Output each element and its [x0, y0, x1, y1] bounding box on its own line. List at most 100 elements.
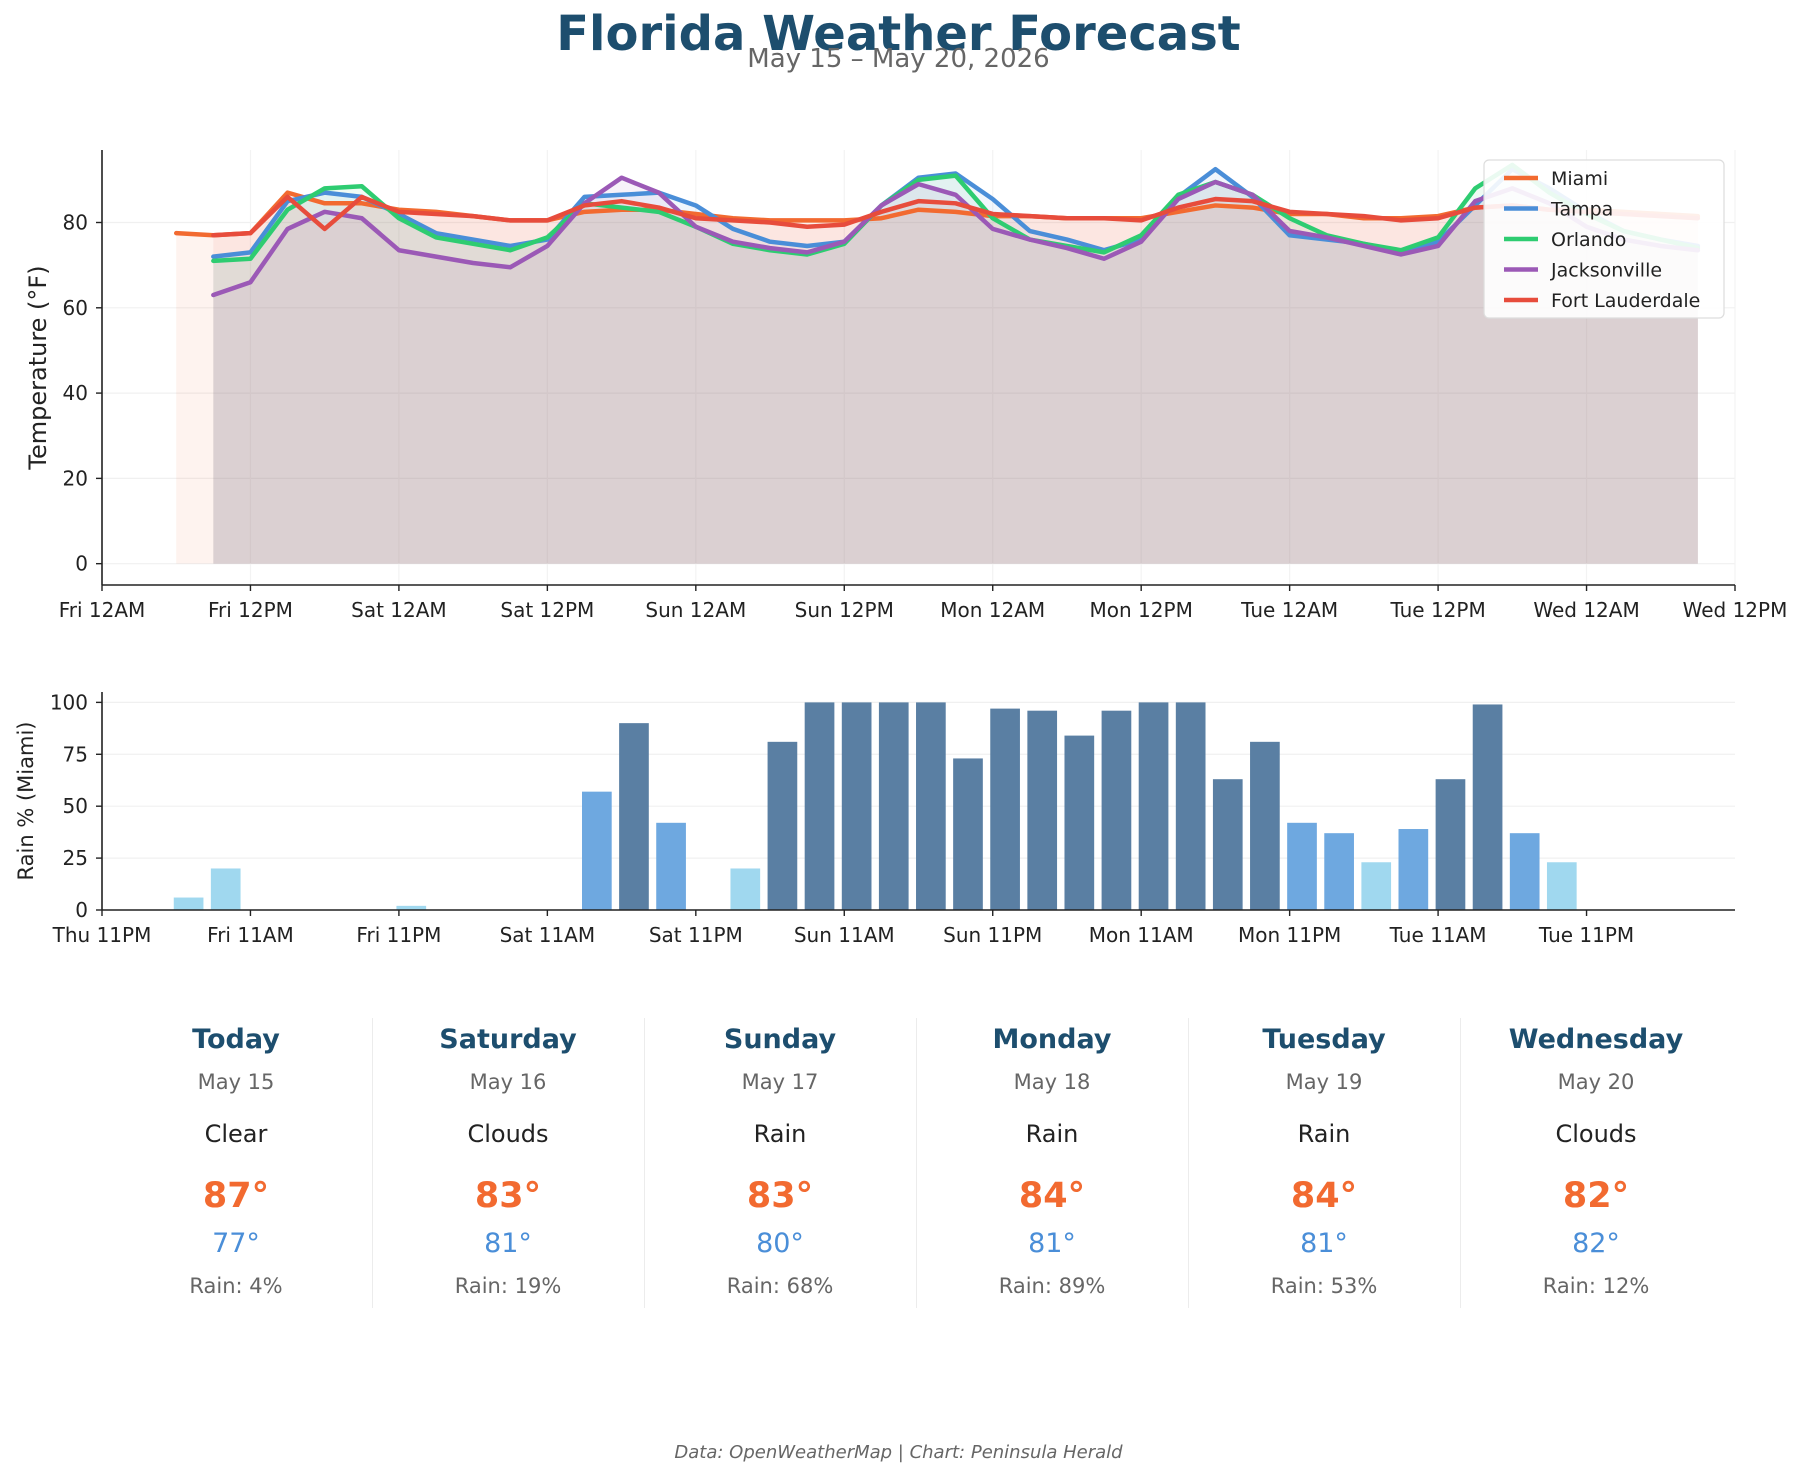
x-tick-label: Wed 12AM	[1533, 598, 1639, 622]
x-tick-label: Wed 12PM	[1683, 598, 1788, 622]
rain-bar	[1027, 710, 1058, 910]
rain-bar	[656, 822, 686, 910]
rain-bar	[990, 708, 1020, 910]
day-high-temp: 84°	[1290, 1176, 1358, 1216]
legend: Miami Tampa Orlando Jacksonville Fort Lauder…	[1483, 159, 1725, 319]
x-tick-label: Tue 11PM	[1538, 923, 1634, 947]
day-name: Sunday	[723, 1024, 837, 1055]
forecast-card-saturday: Saturday May 16 Clouds 83° 81° Rain: 19%	[372, 1018, 644, 1308]
legend-label: Jacksonville	[1550, 260, 1662, 282]
series-area-miami	[176, 192, 1698, 564]
x-tick-label: Fri 12PM	[208, 598, 293, 622]
forecast-card-monday: Monday May 18 Rain 84° 81° Rain: 89%	[916, 1018, 1188, 1308]
rain-bar	[210, 868, 241, 910]
x-tick-label: Mon 11PM	[1238, 923, 1341, 947]
rain-bar	[1212, 779, 1243, 910]
day-rain-chance: Rain: 19%	[454, 1274, 562, 1298]
x-tick-label: Sat 12AM	[351, 598, 447, 622]
day-name: Monday	[992, 1024, 1112, 1055]
rain-bar	[582, 791, 612, 910]
legend-box	[1483, 159, 1725, 319]
x-tick-label: Sun 12AM	[645, 598, 746, 622]
day-name: Saturday	[439, 1024, 577, 1055]
chart-title: Florida Weather Forecast	[556, 6, 1241, 62]
rain-bar	[1101, 710, 1132, 910]
card-divider	[1188, 1018, 1189, 1308]
day-low-temp: 80°	[756, 1228, 804, 1259]
rain-bar	[1472, 704, 1503, 910]
day-condition: Rain	[753, 1120, 807, 1148]
day-condition: Clouds	[1555, 1120, 1637, 1148]
rain-bar	[916, 702, 946, 910]
day-high-temp: 84°	[1018, 1176, 1086, 1216]
legend-label: Orlando	[1551, 229, 1626, 251]
y-tick-label: 50	[63, 794, 88, 818]
series-line-orlando	[211, 162, 1701, 264]
day-date: May 18	[1013, 1070, 1091, 1094]
day-high-temp: 87°	[202, 1176, 270, 1216]
x-tick-label: Fri 11PM	[356, 923, 441, 947]
day-low-temp: 77°	[212, 1228, 260, 1259]
x-tick-label: Sun 11AM	[794, 923, 895, 947]
x-tick-label: Tue 11AM	[1389, 923, 1487, 947]
rain-bar	[878, 702, 909, 910]
day-rain-chance: Rain: 53%	[1270, 1274, 1378, 1298]
day-name: Tuesday	[1262, 1024, 1386, 1055]
x-tick-label: Mon 11AM	[1089, 923, 1194, 947]
day-low-temp: 81°	[1300, 1228, 1348, 1259]
rain-bar-chart: 0 25 50 75 100 Thu 11PM Fri 11AM Fri 11PM Sat 11…	[14, 690, 1735, 947]
x-tick-label: Tue 12AM	[1240, 598, 1338, 622]
x-tick-label: Tue 12PM	[1389, 598, 1485, 622]
series-line-jacksonville	[211, 175, 1701, 298]
day-name: Wednesday	[1508, 1024, 1684, 1055]
y-tick-label: 0	[75, 552, 88, 576]
chart-subtitle: May 15 – May 20, 2026	[747, 44, 1050, 74]
temperature-line-chart: 0 20 40 60 80 Fri 12AM Fri 12PM Sat 12AM Sat 12P…	[24, 150, 1788, 622]
rain-bar	[767, 741, 798, 910]
rain-bar	[1064, 735, 1095, 910]
y-tick-label: 80	[63, 211, 88, 235]
rain-bar	[1324, 833, 1354, 910]
day-low-temp: 82°	[1572, 1228, 1620, 1259]
rain-bar	[804, 702, 835, 910]
forecast-card-sunday: Sunday May 17 Rain 83° 80° Rain: 68%	[644, 1018, 916, 1308]
y-tick-label: 25	[63, 846, 88, 870]
x-tick-label: Sat 12PM	[500, 598, 594, 622]
x-tick-label: Thu 11PM	[52, 923, 152, 947]
day-low-temp: 81°	[484, 1228, 532, 1259]
x-tick-label: Sun 11PM	[943, 923, 1042, 947]
y-tick-label: 40	[63, 381, 88, 405]
day-date: May 17	[741, 1070, 819, 1094]
y-tick-label: 0	[75, 898, 88, 922]
day-date: May 16	[469, 1070, 547, 1094]
legend-label: Tampa	[1550, 199, 1613, 221]
x-tick-label: Sat 11AM	[500, 923, 596, 947]
x-tick-label: Mon 12PM	[1090, 598, 1193, 622]
day-rain-chance: Rain: 4%	[189, 1274, 283, 1298]
forecast-card-tuesday: Tuesday May 19 Rain 84° 81° Rain: 53%	[1188, 1018, 1460, 1308]
rain-bar	[1398, 829, 1429, 910]
day-high-temp: 83°	[746, 1176, 814, 1216]
day-name: Today	[192, 1024, 280, 1055]
y-tick-label: 60	[63, 296, 88, 320]
rain-bar	[1361, 862, 1392, 910]
rain-bar	[1509, 833, 1540, 910]
day-high-temp: 83°	[474, 1176, 542, 1216]
rain-bar	[1250, 741, 1280, 910]
rain-bar	[1546, 862, 1577, 910]
y-tick-label: 20	[63, 466, 88, 490]
card-divider	[916, 1018, 917, 1308]
x-tick-label: Sun 12PM	[795, 598, 894, 622]
day-high-temp: 82°	[1562, 1176, 1630, 1216]
x-tick-label: Fri 12AM	[59, 598, 146, 622]
legend-label: Miami	[1551, 168, 1608, 190]
card-divider	[372, 1018, 373, 1308]
rain-bar	[173, 897, 204, 910]
rain-bar	[1435, 779, 1466, 910]
day-condition: Rain	[1297, 1120, 1351, 1148]
rain-bar	[953, 758, 983, 910]
forecast-card-today: Today May 15 Clear 87° 77° Rain: 4%	[100, 1018, 372, 1308]
rain-bar	[1138, 702, 1169, 910]
day-date: May 19	[1285, 1070, 1363, 1094]
x-tick-label: Mon 12AM	[940, 598, 1045, 622]
